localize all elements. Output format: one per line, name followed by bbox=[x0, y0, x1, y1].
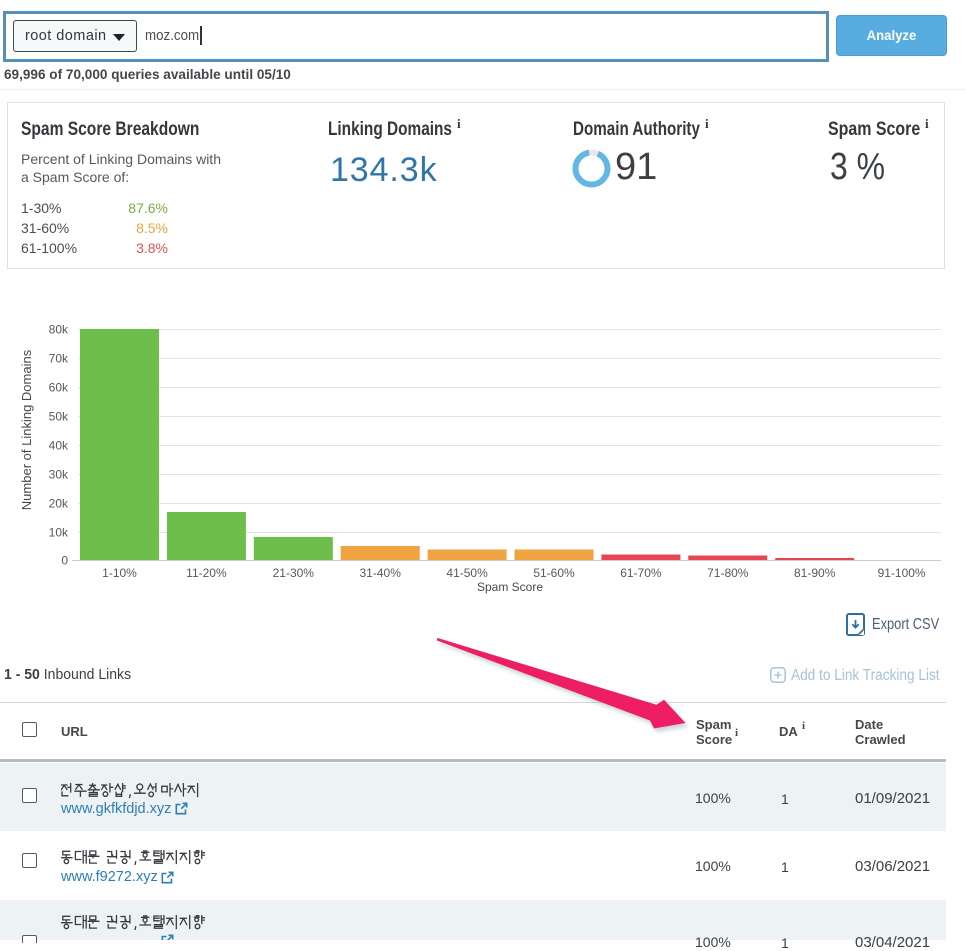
svg-text:60k: 60k bbox=[49, 381, 69, 395]
svg-text:20k: 20k bbox=[49, 497, 69, 511]
svg-text:70k: 70k bbox=[49, 352, 69, 366]
svg-text:71-80%: 71-80% bbox=[707, 566, 749, 580]
svg-text:21-30%: 21-30% bbox=[273, 566, 315, 580]
svg-text:30k: 30k bbox=[49, 468, 69, 482]
svg-text:51-60%: 51-60% bbox=[533, 566, 575, 580]
svg-text:61-70%: 61-70% bbox=[620, 566, 662, 580]
svg-text:50k: 50k bbox=[49, 410, 69, 424]
svg-text:80k: 80k bbox=[49, 323, 69, 337]
svg-text:1-10%: 1-10% bbox=[102, 566, 137, 580]
svg-text:10k: 10k bbox=[49, 526, 69, 540]
svg-text:11-20%: 11-20% bbox=[186, 566, 227, 580]
svg-text:Spam Score: Spam Score bbox=[477, 580, 543, 594]
svg-text:41-50%: 41-50% bbox=[446, 566, 488, 580]
svg-text:0: 0 bbox=[61, 554, 68, 568]
svg-text:81-90%: 81-90% bbox=[794, 566, 836, 580]
svg-text:40k: 40k bbox=[49, 439, 69, 453]
svg-text:31-40%: 31-40% bbox=[360, 566, 402, 580]
svg-text:Number of Linking Domains: Number of Linking Domains bbox=[19, 349, 34, 510]
svg-text:91-100%: 91-100% bbox=[878, 566, 926, 580]
